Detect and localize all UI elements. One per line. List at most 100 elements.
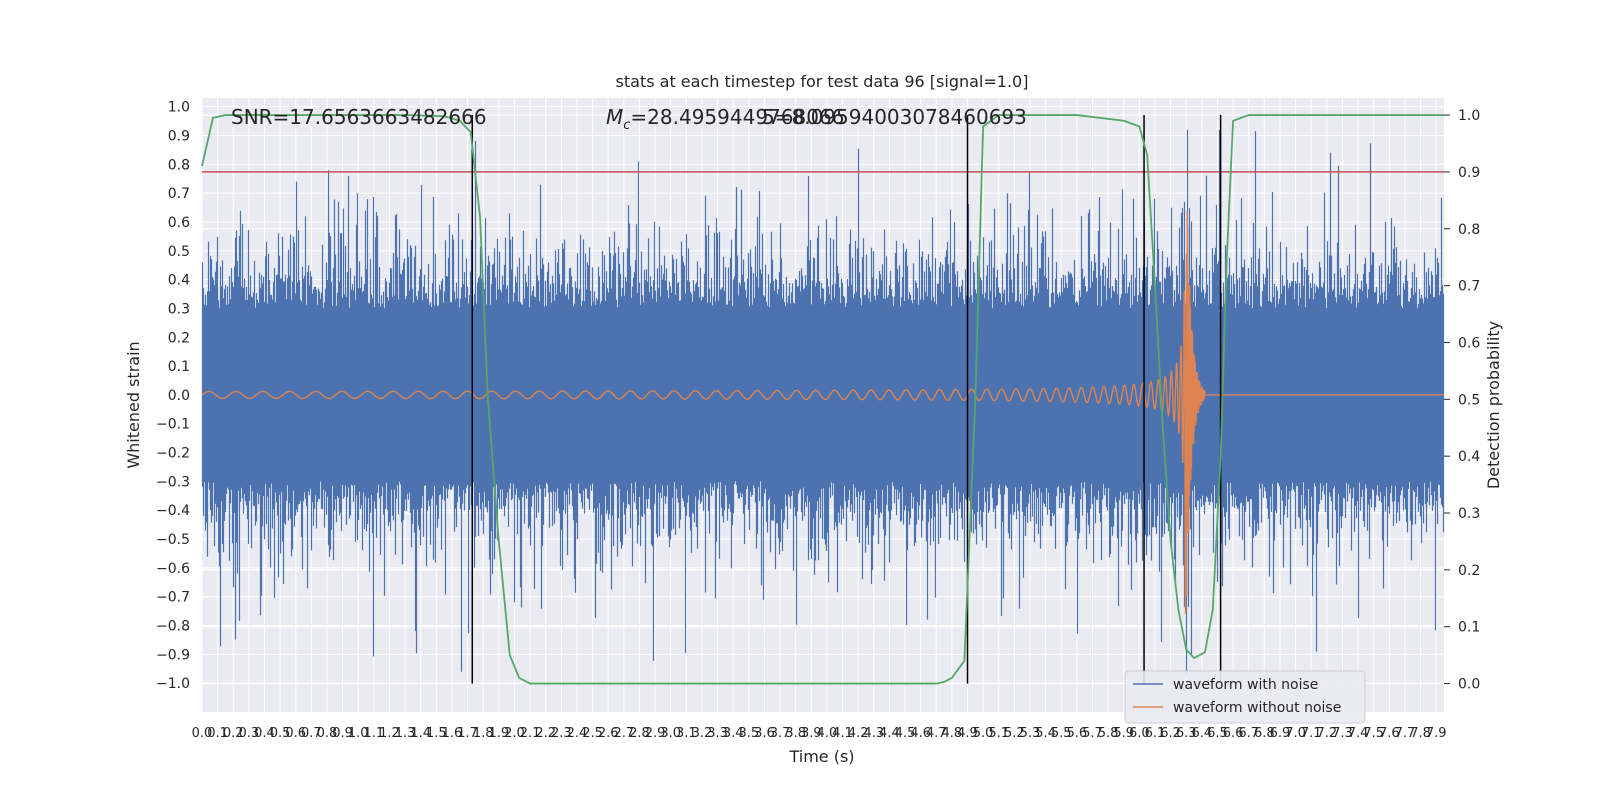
x-tick-label: 3.2 [692,726,713,741]
x-tick-label: 6.6 [1223,726,1244,741]
y-tick-label: 0.2 [168,330,190,346]
x-tick-label: 1.3 [395,726,416,741]
x-tick-label: 2.8 [629,726,650,741]
x-tick-label: 4.5 [895,726,916,741]
y2-tick-label: 1.0 [1458,108,1480,124]
x-tick-label: 2.9 [645,726,666,741]
x-tick-label: 6.2 [1160,726,1181,741]
y2-tick-label: 0.1 [1458,620,1480,636]
x-tick-label: 4.4 [879,726,900,741]
x-tick-label: 1.1 [364,726,385,741]
x-tick-label: 2.1 [520,726,541,741]
chirp-mass-annotation: Mc=28.4959449768066 [606,105,844,133]
y-tick-label: −0.8 [156,619,190,635]
y-tick-label: −0.6 [156,561,190,577]
x-tick-label: 4.0 [817,726,838,741]
y2-axis-label: Detection probability [1484,321,1503,489]
x-tick-label: 5.7 [1082,726,1103,741]
x-tick-label: 4.9 [957,726,978,741]
x-tick-label: 3.9 [801,726,822,741]
x-tick-label: 2.5 [582,726,603,741]
x-tick-label: 4.1 [832,726,853,741]
y-tick-label: 0.7 [168,186,190,202]
y-tick-label: 0.4 [168,273,190,289]
x-tick-label: 0.2 [223,726,244,741]
y-tick-label: −0.3 [156,474,190,490]
x-tick-label: 5.2 [1004,726,1025,741]
x-tick-label: 4.2 [848,726,869,741]
x-tick-label: 7.6 [1379,726,1400,741]
y-tick-label: −0.5 [156,532,190,548]
x-tick-label: 1.2 [379,726,400,741]
y2-tick-label: 0.2 [1458,563,1480,579]
x-tick-label: 5.3 [1020,726,1041,741]
x-tick-label: 3.5 [738,726,759,741]
overlapping-annotation: 5=8.09594003078460693 [762,105,1027,129]
x-tick-label: 5.5 [1051,726,1072,741]
x-tick-label: 1.8 [473,726,494,741]
x-tick-label: 0.3 [239,726,260,741]
snr-annotation: SNR=17.6563663482666 [231,105,487,129]
series-waveform-without-noise [201,210,1444,614]
x-axis-label: Time (s) [788,747,854,766]
x-tick-label: 2.3 [551,726,572,741]
y2-tick-label: 0.4 [1458,449,1480,465]
y-tick-label: −0.4 [156,503,190,519]
x-tick-label: 3.3 [707,726,728,741]
x-tick-label: 5.9 [1113,726,1134,741]
y2-tick-label: 0.6 [1458,335,1480,351]
x-tick-label: 4.6 [910,726,931,741]
y-tick-label: 0.5 [168,244,190,260]
x-tick-label: 4.8 [942,726,963,741]
x-tick-label: 2.2 [535,726,556,741]
x-tick-label: 3.1 [676,726,697,741]
x-tick-label: 6.1 [1145,726,1166,741]
x-tick-label: 7.1 [1301,726,1322,741]
x-tick-label: 6.8 [1254,726,1275,741]
x-tick-label: 3.4 [723,726,744,741]
x-tick-label: 4.3 [863,726,884,741]
x-tick-label: 1.5 [426,726,447,741]
x-tick-label: 5.1 [988,726,1009,741]
y-tick-label: −0.2 [156,446,190,462]
legend-box [1124,670,1366,724]
x-tick-label: 1.4 [410,726,431,741]
x-tick-label: 1.0 [348,726,369,741]
legend-label-clean: waveform without noise [1173,700,1341,716]
x-tick-label: 0.8 [317,726,338,741]
x-tick-label: 3.0 [660,726,681,741]
chart-title: stats at each timestep for test data 96 … [616,72,1029,91]
x-tick-label: 7.8 [1410,726,1431,741]
x-tick-label: 7.3 [1332,726,1353,741]
y-tick-label: −0.1 [156,417,190,433]
y-tick-label: 0.3 [168,301,190,317]
x-tick-label: 5.0 [973,726,994,741]
x-tick-label: 6.9 [1270,726,1291,741]
y-tick-label: 1.0 [168,100,190,116]
x-tick-label: 7.0 [1285,726,1306,741]
x-tick-label: 0.4 [254,726,275,741]
x-tick-label: 6.0 [1129,726,1150,741]
y-tick-label: 0.6 [168,215,190,231]
x-tick-label: 7.4 [1348,726,1369,741]
series-detection-probability [201,114,1444,685]
x-tick-label: 6.5 [1207,726,1228,741]
x-tick-label: 7.9 [1426,726,1447,741]
x-tick-label: 1.7 [457,726,478,741]
y-tick-label: 0.0 [168,388,190,404]
legend: waveform with noise waveform without noi… [1124,670,1366,724]
x-tick-label: 0.7 [301,726,322,741]
probability-line [201,114,1444,685]
x-tick-label: 0.9 [332,726,353,741]
x-tick-label: 3.6 [754,726,775,741]
x-tick-label: 0.5 [270,726,291,741]
y2-tick-label: 0.3 [1458,506,1480,522]
y-tick-label: 0.1 [168,359,190,375]
y-axis-label: Whitened strain [124,341,143,468]
y2-tick-label: 0.8 [1458,222,1480,238]
x-tick-label: 7.5 [1363,726,1384,741]
x-tick-label: 7.7 [1395,726,1416,741]
x-tick-label: 2.4 [567,726,588,741]
x-tick-label: 3.7 [770,726,791,741]
y-tick-label: −1.0 [156,676,190,692]
